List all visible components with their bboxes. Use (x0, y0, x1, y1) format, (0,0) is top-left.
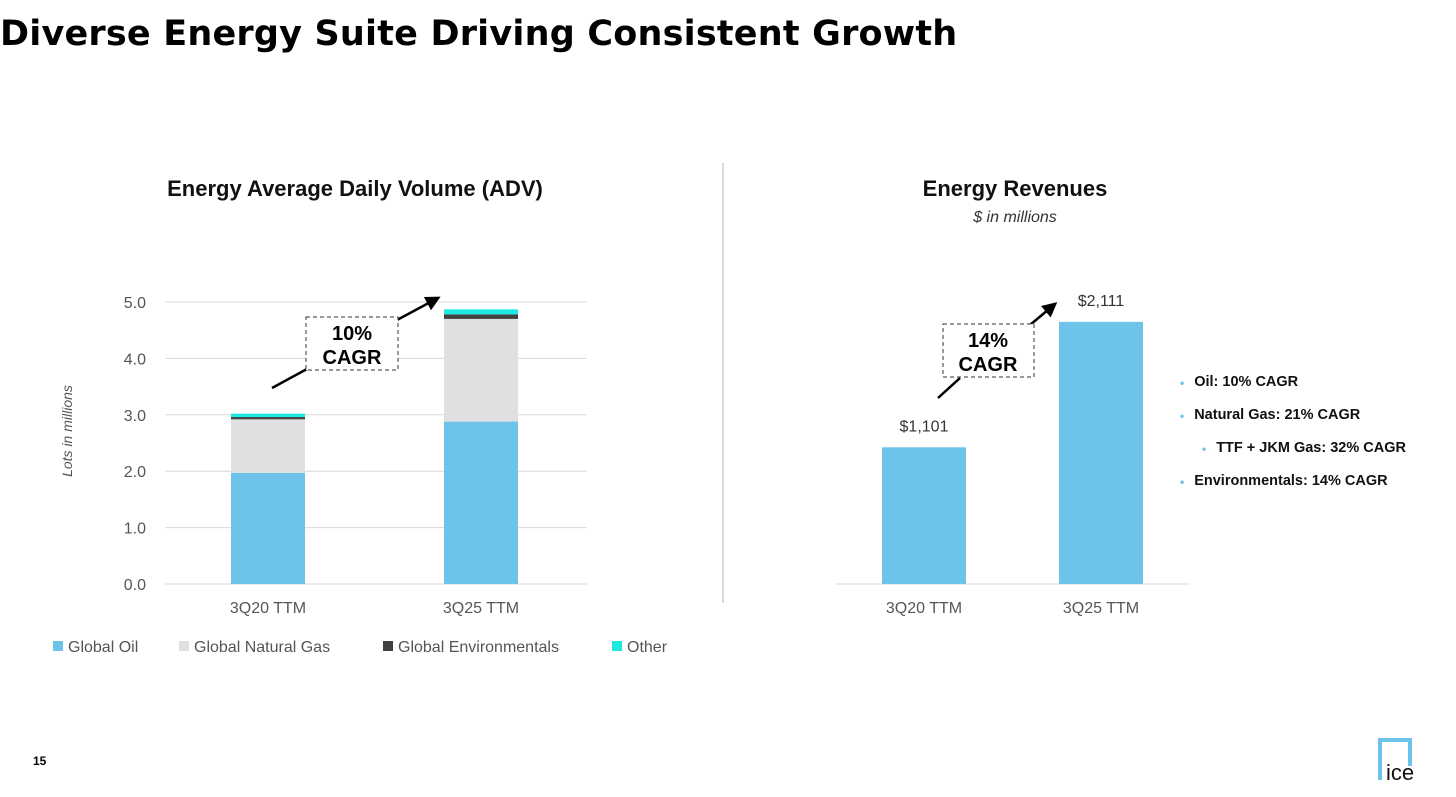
revenue-bar (1059, 321, 1143, 584)
note-item: • Environmentals: 14% CAGR (1180, 473, 1406, 506)
bullet-icon: • (1180, 409, 1185, 423)
legend-label: Global Oil (68, 639, 138, 656)
adv-chart-title: Energy Average Daily Volume (ADV) (167, 176, 543, 201)
bullet-icon: • (1180, 376, 1185, 390)
y-tick-label: 2.0 (124, 464, 146, 481)
bar-global-oil (231, 472, 305, 584)
note-text: TTF + JKM Gas: 32% CAGR (1216, 440, 1406, 456)
bar-global-oil (444, 421, 518, 584)
rev-cagr-box (942, 323, 1035, 378)
note-item: • TTF + JKM Gas: 32% CAGR (1180, 440, 1406, 473)
bar-other (444, 309, 518, 315)
x-tick-label: 3Q25 TTM (443, 600, 519, 617)
logo-text: ice (1386, 760, 1414, 782)
bar-global-natural-gas (231, 419, 305, 473)
page-title: Diverse Energy Suite Driving Consistent … (0, 14, 958, 54)
y-tick-label: 3.0 (124, 408, 146, 425)
y-tick-label: 1.0 (124, 521, 146, 538)
bar-global-environmentals (444, 314, 518, 319)
note-item: • Oil: 10% CAGR (1180, 374, 1406, 407)
page-number: 15 (33, 754, 47, 768)
legend-swatch (179, 641, 189, 651)
x-tick-label: 3Q20 TTM (230, 600, 306, 617)
note-item: • Natural Gas: 21% CAGR (1180, 407, 1406, 440)
note-text: Natural Gas: 21% CAGR (1194, 407, 1361, 423)
legend-label: Global Environmentals (398, 639, 559, 656)
revenue-chart-subtitle: $ in millions (973, 209, 1057, 226)
note-text: Environmentals: 14% CAGR (1194, 473, 1388, 489)
ice-logo: ice (1378, 738, 1414, 782)
adv-cagr-arrow (396, 296, 441, 322)
data-label: $1,101 (900, 418, 949, 435)
note-text: Oil: 10% CAGR (1194, 374, 1299, 390)
revenue-notes: • Oil: 10% CAGR • Natural Gas: 21% CAGR • T… (1180, 374, 1406, 506)
y-tick-label: 4.0 (124, 351, 146, 368)
adv-cagr-label: CAGR (323, 347, 382, 369)
bar-global-natural-gas (444, 318, 518, 422)
bar-other (231, 413, 305, 418)
revenue-bar (882, 447, 966, 584)
x-tick-label: 3Q25 TTM (1063, 600, 1139, 617)
divider (722, 163, 724, 603)
bar-global-environmentals (231, 417, 305, 420)
bullet-icon: • (1180, 475, 1185, 489)
y-axis-label: Lots in millions (59, 385, 75, 477)
legend-label: Other (627, 639, 668, 656)
legend-swatch (383, 641, 393, 651)
legend-swatch (612, 641, 622, 651)
y-tick-label: 5.0 (124, 295, 146, 312)
adv-cagr-pct: 10% (332, 323, 372, 345)
rev-cagr-pct: 14% (968, 330, 1008, 352)
y-tick-label: 0.0 (124, 577, 146, 594)
rev-cagr-arrow-tail (937, 377, 961, 399)
rev-cagr-arrow (1029, 302, 1058, 326)
bullet-icon: • (1202, 442, 1207, 456)
legend-swatch (53, 641, 63, 651)
legend-label: Global Natural Gas (194, 639, 330, 656)
rev-cagr-label: CAGR (959, 354, 1018, 376)
adv-cagr-box (305, 316, 399, 371)
x-tick-label: 3Q20 TTM (886, 600, 962, 617)
data-label: $2,111 (1078, 293, 1125, 310)
revenue-chart-title: Energy Revenues (922, 176, 1108, 201)
